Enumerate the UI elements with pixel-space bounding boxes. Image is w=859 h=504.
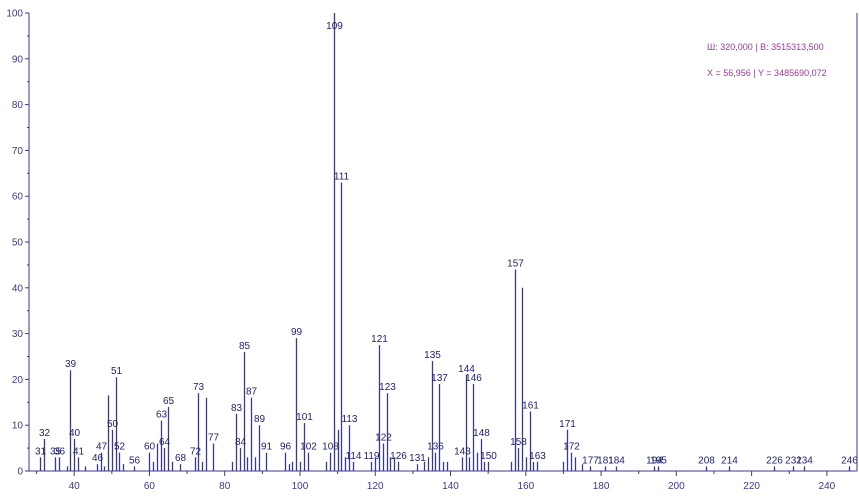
peak-label: 47 [96,442,108,453]
peak-label: 109 [326,21,343,32]
peak-label: 63 [156,410,168,421]
peak-label: 114 [346,451,362,462]
peak-label: 51 [111,366,123,377]
x-tick-label: 220 [743,481,760,492]
peak-label: 143 [454,446,471,457]
peak-label: 231 [785,455,802,466]
x-tick-label: 240 [819,481,836,492]
peak-label: 87 [246,387,258,398]
peak-label: 99 [291,327,303,338]
peak-label: 122 [375,433,392,444]
x-tick-label: 100 [292,481,309,492]
peak-label: 41 [73,446,85,457]
y-tick-label: 30 [12,329,24,340]
peak-label: 77 [208,433,220,444]
peak-label: 234 [796,455,813,466]
peak-label: 108 [322,442,339,453]
peak-label: 50 [107,419,119,430]
x-tick-label: 180 [593,481,610,492]
peak-label: 157 [507,258,524,269]
peak-label: 148 [473,428,490,439]
peak-label: 195 [650,455,667,466]
y-tick-label: 90 [12,54,24,65]
peak-label: 150 [480,451,497,462]
x-tick-label: 120 [367,481,384,492]
peak-label: 123 [379,382,396,393]
peak-label: 146 [465,373,482,384]
peak-label: 119 [364,451,380,462]
y-tick-label: 100 [6,9,23,20]
x-tick-label: 40 [69,481,81,492]
peak-label: 226 [766,455,783,466]
peak-label: 39 [65,359,77,370]
x-tick-label: 80 [219,481,231,492]
y-tick-label: 50 [12,238,24,249]
peak-label: 32 [39,428,51,439]
peak-label: 36 [54,446,66,457]
x-tick-label: 60 [144,481,156,492]
readout-coordinates: X = 56,956 | Y = 3485690,072 [707,68,827,78]
peak-label: 31 [35,446,47,457]
y-tick-label: 20 [12,375,24,386]
x-tick-label: 200 [668,481,685,492]
peak-label: 101 [296,412,313,423]
peak-label: 177 [582,455,599,466]
axes-layer: 0 10 20 30 40 50 60 70 80 90 100 40 60 80 100 120 140 160… [6,9,858,492]
peak-label: 65 [163,396,175,407]
peak-label: 135 [424,350,441,361]
peak-label: 113 [342,414,358,425]
peak-label: 137 [431,373,448,384]
peak-label: 208 [698,455,715,466]
x-tick-label: 140 [442,481,459,492]
peak-label: 172 [563,442,580,453]
x-tick-label: 160 [517,481,534,492]
peak-label: 60 [144,442,156,453]
peak-label: 158 [510,437,527,448]
peak-label: 184 [608,455,625,466]
peak-label: 121 [371,334,388,345]
y-tick-label: 80 [12,100,24,111]
peak-label: 163 [529,451,546,462]
peak-label: 131 [409,453,426,464]
peak-label: 73 [193,382,205,393]
bars-layer [39,13,851,471]
readout-panel: Ш: 320,000 | В: 3515313,500 X = 56,956 |… [707,42,827,78]
peak-label: 96 [280,442,292,453]
peak-label: 64 [159,437,171,448]
peak-label: 144 [458,364,475,375]
peak-label: 46 [92,453,104,464]
peak-label: 171 [559,419,576,430]
peak-label: 89 [254,414,266,425]
peak-label: 72 [190,446,202,457]
peak-label: 56 [129,455,141,466]
peak-label: 111 [334,171,350,182]
peak-label: 52 [114,442,126,453]
peak-label: 91 [261,442,273,453]
y-tick-label: 40 [12,283,24,294]
peak-label: 68 [175,453,187,464]
peak-label: 126 [390,451,407,462]
peak-label: 85 [239,341,251,352]
peak-label: 40 [69,428,81,439]
y-tick-label: 10 [12,421,24,432]
y-tick-label: 70 [12,146,24,157]
peak-label: 194 [646,455,663,466]
peak-label: 84 [235,437,247,448]
peak-label: 161 [522,400,539,411]
peak-label: 35 [50,446,62,457]
peak-label: 246 [841,455,858,466]
readout-size: Ш: 320,000 | В: 3515313,500 [707,42,824,52]
peak-label: 136 [427,442,444,453]
y-tick-label: 60 [12,192,24,203]
y-tick-label: 0 [17,467,23,478]
peak-label: 102 [300,442,317,453]
peak-label: 83 [231,403,243,414]
peak-label: 181 [597,455,614,466]
peak-label: 214 [721,455,738,466]
